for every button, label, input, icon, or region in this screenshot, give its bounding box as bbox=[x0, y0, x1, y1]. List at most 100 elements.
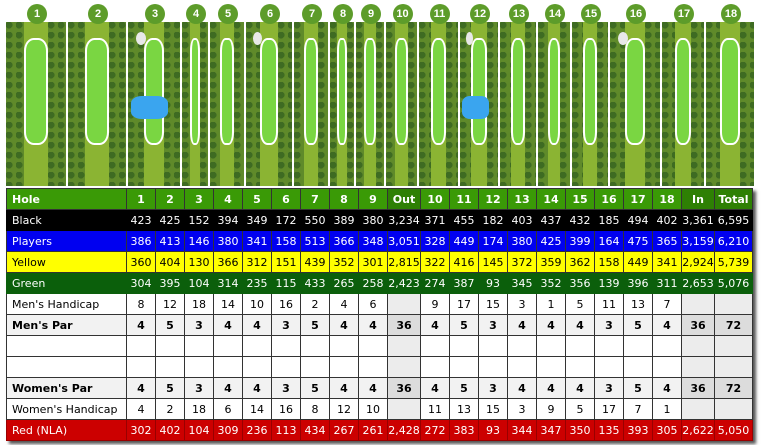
trees-icon bbox=[739, 22, 754, 186]
hole-number-badge[interactable]: 11 bbox=[429, 4, 450, 24]
hole-map-16[interactable] bbox=[610, 22, 662, 186]
score-cell bbox=[478, 335, 508, 357]
score-cell: 6 bbox=[271, 188, 301, 210]
hole-number-badge[interactable]: 15 bbox=[581, 4, 601, 24]
score-cell bbox=[329, 335, 359, 357]
score-cell: 3,361 bbox=[681, 209, 715, 231]
score-cell: 8 bbox=[329, 188, 359, 210]
score-cell: 151 bbox=[271, 251, 301, 273]
score-cell: 3 bbox=[594, 314, 624, 336]
score-cell bbox=[507, 335, 537, 357]
score-cell: 312 bbox=[242, 251, 272, 273]
hole-map-17[interactable] bbox=[662, 22, 706, 186]
score-cell: 394 bbox=[213, 209, 243, 231]
score-cell: 135 bbox=[594, 419, 624, 441]
hole-map-13[interactable] bbox=[500, 22, 538, 186]
score-cell: 449 bbox=[449, 230, 479, 252]
score-cell: 352 bbox=[536, 272, 566, 294]
hole-map-10[interactable] bbox=[386, 22, 419, 186]
mens-par-row: Men's Par 4 5 3 4 4 3 5 4 4 36 4 5 3 4 4 4 3 5 4 36 72 bbox=[6, 314, 753, 336]
score-cell: 15 bbox=[478, 398, 508, 420]
score-cell: 434 bbox=[300, 419, 330, 441]
hole-map-18[interactable] bbox=[706, 22, 756, 186]
hole-number-badge[interactable]: 14 bbox=[545, 4, 565, 24]
row-label: Men's Handicap bbox=[6, 293, 127, 315]
hole-map-6[interactable] bbox=[246, 22, 294, 186]
score-cell: 322 bbox=[420, 251, 450, 273]
hole-number-badge[interactable]: 2 bbox=[88, 4, 108, 24]
score-cell: 9 bbox=[420, 293, 450, 315]
score-cell: 5,076 bbox=[714, 272, 753, 294]
hole-number-badge[interactable]: 1 bbox=[27, 4, 47, 24]
score-cell: 139 bbox=[594, 272, 624, 294]
hole-number-badge[interactable]: 18 bbox=[721, 4, 741, 24]
score-cell bbox=[300, 356, 330, 378]
hole-map-11[interactable] bbox=[419, 22, 460, 186]
score-cell: 380 bbox=[507, 230, 537, 252]
water-hazard-icon bbox=[462, 95, 489, 119]
hole-map-9[interactable] bbox=[356, 22, 386, 186]
hole-map-5[interactable] bbox=[210, 22, 246, 186]
hole-map-7[interactable] bbox=[294, 22, 330, 186]
hole-map-8[interactable] bbox=[330, 22, 356, 186]
hole-map-12[interactable] bbox=[460, 22, 500, 186]
score-cell: 2,653 bbox=[681, 272, 715, 294]
score-cell bbox=[387, 356, 421, 378]
score-cell: In bbox=[681, 188, 715, 210]
score-cell: 380 bbox=[358, 209, 388, 231]
row-label: Red (NLA) bbox=[6, 419, 127, 441]
score-cell bbox=[714, 356, 753, 378]
hole-number-badge[interactable]: 12 bbox=[470, 4, 490, 24]
score-cell: 350 bbox=[565, 419, 595, 441]
fairway-shape bbox=[674, 38, 692, 145]
fairway-shape bbox=[143, 38, 165, 145]
score-cell bbox=[623, 356, 653, 378]
score-cell: 5 bbox=[449, 314, 479, 336]
hole-number-badge[interactable]: 10 bbox=[392, 4, 413, 24]
score-cell: 314 bbox=[213, 272, 243, 294]
score-cell: 182 bbox=[478, 209, 508, 231]
score-cell bbox=[449, 335, 479, 357]
score-cell: 4 bbox=[507, 314, 537, 336]
hole-map-2[interactable] bbox=[68, 22, 128, 186]
hole-number-badge[interactable]: 3 bbox=[145, 4, 165, 24]
hole-number-badge[interactable]: 17 bbox=[674, 4, 694, 24]
trees-icon bbox=[182, 22, 190, 186]
hole-number-badge[interactable]: 6 bbox=[260, 4, 280, 24]
score-cell bbox=[681, 398, 715, 420]
hole-number-badge[interactable]: 8 bbox=[333, 4, 353, 24]
score-cell: 152 bbox=[184, 209, 214, 231]
hole-number-badge[interactable]: 9 bbox=[361, 4, 381, 24]
hole-map-3[interactable] bbox=[128, 22, 182, 186]
score-cell: 3 bbox=[184, 377, 214, 399]
hole-number-badge[interactable]: 13 bbox=[509, 4, 529, 24]
score-cell: 258 bbox=[358, 272, 388, 294]
score-cell: 425 bbox=[536, 230, 566, 252]
score-cell: 36 bbox=[681, 377, 715, 399]
trees-icon bbox=[610, 22, 625, 186]
hole-map-15[interactable] bbox=[572, 22, 610, 186]
score-cell bbox=[714, 293, 753, 315]
fairway-shape bbox=[304, 38, 318, 145]
score-cell bbox=[420, 335, 450, 357]
hole-map-4[interactable] bbox=[182, 22, 210, 186]
hole-number-badge[interactable]: 16 bbox=[626, 4, 646, 24]
hole-map-1[interactable] bbox=[6, 22, 68, 186]
score-cell: 1 bbox=[536, 293, 566, 315]
score-cell bbox=[714, 335, 753, 357]
score-cell: 4 bbox=[420, 314, 450, 336]
trees-icon bbox=[356, 22, 365, 186]
hole-map-14[interactable] bbox=[538, 22, 572, 186]
hole-number-badge[interactable]: 5 bbox=[218, 4, 238, 24]
score-cell bbox=[184, 356, 214, 378]
fairway-shape bbox=[547, 38, 561, 145]
score-cell: 9 bbox=[536, 398, 566, 420]
score-cell: 386 bbox=[126, 230, 156, 252]
hole-number-badge[interactable]: 4 bbox=[186, 4, 206, 24]
score-cell bbox=[155, 335, 185, 357]
score-cell: 36 bbox=[681, 314, 715, 336]
hole-number-badge[interactable]: 7 bbox=[302, 4, 322, 24]
tee-row-yellow: Yellow 360 404 130 366 312 151 439 352 301 2,815 32… bbox=[6, 251, 753, 273]
row-label bbox=[6, 335, 127, 357]
score-cell: 3 bbox=[271, 377, 301, 399]
